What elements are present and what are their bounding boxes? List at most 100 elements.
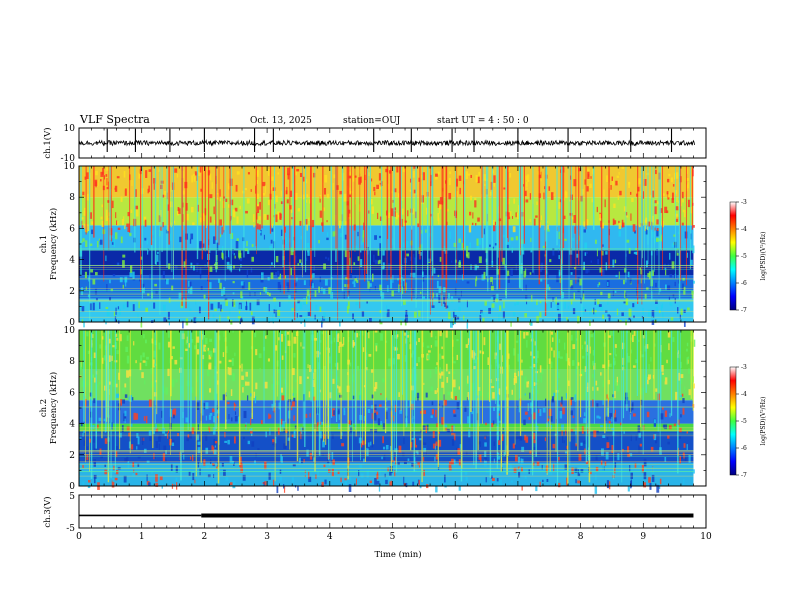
- spectrogram-texture: [247, 248, 250, 255]
- spectrogram-texture: [255, 169, 259, 177]
- spectrogram-texture: [131, 444, 134, 450]
- spectrogram-texture: [300, 262, 303, 267]
- spectrogram-texture: [552, 318, 555, 321]
- spectrogram-texture: [572, 237, 575, 241]
- spectrogram-texture: [409, 178, 412, 183]
- x-tick-label: 6: [452, 532, 458, 542]
- spectrogram-texture: [494, 243, 497, 246]
- spectrogram-texture: [453, 309, 456, 317]
- spectrogram-texture: [352, 340, 355, 348]
- spectrogram-texture: [193, 265, 195, 271]
- spectrogram-texture: [178, 292, 182, 300]
- spectrogram-texture: [330, 291, 334, 300]
- spectrogram-texture: [231, 299, 234, 307]
- spectrogram-texture: [495, 355, 498, 363]
- spectrogram-texture: [353, 280, 356, 288]
- spectrogram-texture: [504, 450, 508, 459]
- spectrogram-texture: [502, 257, 505, 265]
- spectrogram-texture: [692, 225, 695, 228]
- spectrogram-texture: [681, 191, 684, 199]
- spectrogram-texture: [664, 206, 668, 214]
- spectrogram-texture: [651, 316, 654, 321]
- spectrogram-texture: [573, 292, 575, 301]
- spectrogram-texture: [79, 437, 82, 440]
- spectrogram-texture: [660, 305, 663, 313]
- spectrogram-texture: [338, 341, 342, 347]
- spectrogram-texture: [259, 292, 262, 295]
- spectrogram-texture: [129, 272, 133, 277]
- spectrogram-texture: [243, 436, 245, 440]
- spectrogram-texture: [126, 456, 129, 462]
- spectrogram-texture: [213, 415, 215, 423]
- spectrogram-texture: [398, 445, 402, 453]
- spectrogram-texture: [301, 194, 305, 200]
- spectrogram-texture: [149, 435, 152, 442]
- spectrogram-texture: [474, 200, 477, 208]
- spectrogram-texture: [231, 460, 235, 465]
- spectrogram-texture: [693, 383, 695, 389]
- spectrogram-texture: [639, 267, 642, 271]
- spectrogram-texture: [629, 414, 631, 420]
- spectrogram-texture: [192, 472, 195, 481]
- spectrogram-texture: [590, 334, 594, 338]
- spectrogram-texture: [108, 212, 111, 217]
- spectrogram-texture: [530, 334, 532, 339]
- spectrogram-texture: [347, 290, 350, 296]
- spectrogram-texture: [263, 213, 267, 220]
- spectrogram-texture: [406, 335, 409, 338]
- spectrogram-texture: [165, 278, 169, 285]
- spectrogram-texture: [600, 305, 604, 312]
- spectrogram-texture: [539, 481, 541, 488]
- spectrogram-texture: [267, 169, 270, 176]
- spectrogram-texture: [221, 252, 223, 259]
- spectrogram-texture: [602, 244, 604, 247]
- spectrogram-texture: [116, 176, 120, 179]
- spectrogram-texture: [498, 440, 501, 445]
- spectrogram-texture: [230, 482, 233, 486]
- spectrogram-texture: [603, 189, 605, 197]
- spectrogram-texture: [632, 402, 634, 409]
- y-tick-label: 10: [64, 162, 76, 172]
- spectrogram-texture: [349, 362, 352, 367]
- spectrogram-texture: [385, 445, 389, 450]
- spectrogram-texture: [642, 335, 645, 339]
- spectrogram-texture: [557, 351, 561, 359]
- spectrogram-texture: [167, 225, 170, 232]
- spectrogram-texture: [200, 188, 202, 192]
- spectrogram-texture: [467, 391, 470, 400]
- spectrogram-texture: [483, 459, 487, 467]
- spectrogram-texture: [238, 310, 241, 314]
- spectrogram-texture: [523, 419, 526, 426]
- spectrogram-texture: [233, 253, 235, 256]
- spectrogram-texture: [538, 171, 542, 179]
- spectrogram-texture: [410, 442, 413, 448]
- spectrogram-texture: [632, 365, 636, 368]
- spectrogram-texture: [309, 455, 313, 460]
- spectrogram-texture: [460, 290, 462, 297]
- spectrogram-texture: [268, 292, 271, 297]
- spectrogram-texture: [513, 198, 516, 204]
- spectrogram-texture: [245, 424, 247, 427]
- spectrogram-texture: [689, 206, 693, 214]
- spectrogram-texture: [498, 314, 500, 322]
- spectrogram-texture: [135, 360, 137, 364]
- spectrogram-texture: [258, 224, 261, 230]
- spectrogram-texture: [239, 321, 241, 325]
- spectrogram-texture: [669, 299, 671, 306]
- spectrogram-texture: [376, 184, 380, 190]
- spectrogram-texture: [575, 443, 577, 447]
- spectrogram-texture: [264, 381, 268, 389]
- spectrogram-texture: [147, 249, 149, 255]
- spectrogram-texture: [306, 376, 309, 379]
- spectrogram-texture: [211, 182, 213, 189]
- spectrogram-texture: [343, 193, 347, 202]
- spectrogram-texture: [162, 304, 166, 313]
- spectrogram-texture: [366, 470, 369, 479]
- spectrogram-texture: [482, 318, 485, 323]
- spectrogram-texture: [645, 260, 648, 268]
- spectrogram-texture: [672, 293, 675, 298]
- spectrogram-texture: [239, 465, 241, 468]
- spectrogram-texture: [141, 437, 144, 443]
- spectrogram-texture: [499, 343, 502, 350]
- spectrogram-texture: [214, 308, 217, 311]
